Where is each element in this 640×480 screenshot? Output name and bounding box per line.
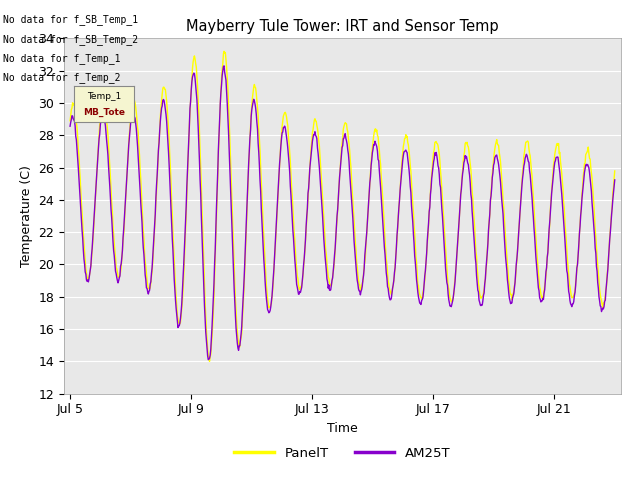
PanelT [86,271,93,277]
PanelT [611,168,619,174]
AM25T [294,291,302,297]
AM25T [376,175,384,181]
Text: No data for f_Temp_1: No data for f_Temp_1 [3,53,121,64]
Text: Temp_1: Temp_1 [87,92,121,101]
AM25T [204,357,212,362]
PanelT [66,118,74,124]
AM25T [66,123,74,129]
Line: AM25T: AM25T [70,66,615,360]
PanelT [294,282,302,288]
PanelT [376,156,384,162]
PanelT [508,291,515,297]
Text: No data for f_SB_Temp_1: No data for f_SB_Temp_1 [3,14,138,25]
AM25T [266,309,273,315]
AM25T [611,177,619,183]
Line: PanelT: PanelT [70,51,615,361]
Title: Mayberry Tule Tower: IRT and Sensor Temp: Mayberry Tule Tower: IRT and Sensor Temp [186,20,499,35]
Y-axis label: Temperature (C): Temperature (C) [20,165,33,267]
PanelT [220,48,228,54]
AM25T [220,63,228,69]
Text: MB_Tote: MB_Tote [83,108,125,117]
Legend: PanelT, AM25T: PanelT, AM25T [229,442,456,465]
PanelT [195,98,202,104]
PanelT [266,304,273,310]
X-axis label: Time: Time [327,422,358,435]
AM25T [195,124,202,130]
AM25T [86,271,93,277]
Text: No data for f_SB_Temp_2: No data for f_SB_Temp_2 [3,34,138,45]
Text: No data for f_Temp_2: No data for f_Temp_2 [3,72,121,83]
PanelT [205,359,213,364]
AM25T [508,300,515,305]
